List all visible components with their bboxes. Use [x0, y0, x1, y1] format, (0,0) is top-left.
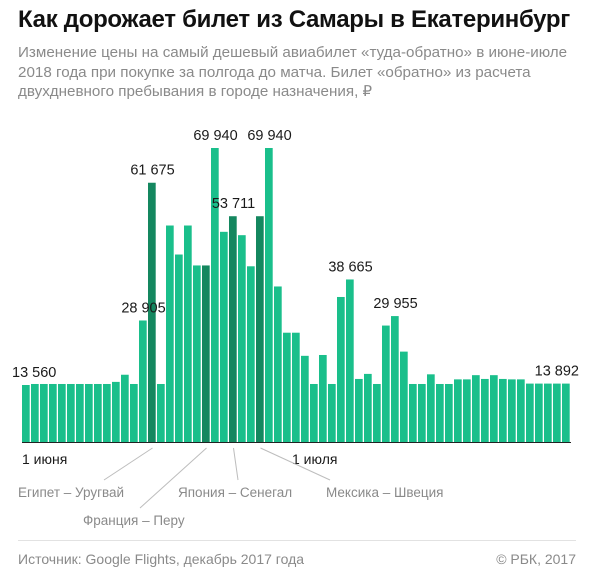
bar-28-июня [265, 148, 273, 442]
footer-divider [18, 540, 576, 541]
bar-17-июля [436, 383, 444, 442]
bar-14-июня [139, 320, 147, 442]
data-label-28-июня: 69 940 [247, 128, 291, 144]
bar-8-июля [355, 378, 363, 442]
bar-26-июля [517, 379, 525, 442]
bar-22-июля [481, 378, 489, 442]
tick-labels-group: 1 июня 1 июля [22, 451, 337, 467]
bar-22-июня [211, 148, 219, 442]
bar-5-июня [58, 383, 66, 442]
bar-17-июня [166, 225, 174, 442]
bar-4-июня [49, 383, 57, 442]
chart-title: Как дорожает билет из Самары в Екатеринб… [18, 6, 570, 33]
bar-6-июня [67, 383, 75, 442]
bar-24-июля [499, 378, 507, 442]
bar-15-июня [148, 182, 156, 443]
bar-12-июля [391, 316, 399, 442]
bar-15-июля [418, 383, 426, 442]
bar-10-июня [103, 383, 111, 442]
data-label-12-июля: 29 955 [373, 296, 417, 312]
data-label-22-июня: 69 940 [193, 128, 237, 144]
data-label-15-июня: 61 675 [130, 163, 174, 179]
bar-30-июля [553, 383, 561, 442]
bar-13-июля [400, 351, 408, 442]
bar-11-июня [112, 381, 120, 442]
match-leader-line [139, 447, 207, 509]
bar-8-июня [85, 383, 93, 442]
bar-2-июня [31, 383, 39, 442]
bar-20-июля [463, 379, 471, 442]
bar-6-июля [337, 296, 345, 442]
bar-18-июля [445, 383, 453, 442]
bar-21-июля [472, 375, 480, 442]
bar-4-июля [319, 354, 327, 442]
price-bar-chart: 13 560 28 905 61 675 69 940 53 711 69 940 38 6… [12, 128, 579, 528]
bars-group [22, 148, 571, 443]
data-label-1-июня: 13 560 [12, 365, 56, 381]
bar-19-июня [184, 225, 192, 442]
data-label-14-июня: 28 905 [121, 300, 165, 316]
bar-23-июня [220, 231, 228, 442]
tick-label-1-июля: 1 июля [292, 451, 337, 467]
bar-11-июля [382, 325, 390, 442]
bar-10-июля [373, 383, 381, 442]
bar-25-июля [508, 379, 516, 442]
bar-5-июля [328, 383, 336, 442]
bar-29-июля [544, 383, 552, 442]
match-label-1: Египет – Уругвай [18, 485, 124, 500]
bar-9-июля [364, 373, 372, 442]
bar-26-июня [247, 266, 255, 442]
bar-7-июня [76, 383, 84, 442]
bar-19-июля [454, 379, 462, 442]
data-label-31-июля: 13 892 [535, 364, 579, 380]
bar-21-июня [202, 265, 210, 442]
match-annotations-group: Египет – Уругвай Франция – Перу Япония – С… [18, 447, 443, 528]
match-label-3: Япония – Сенегал [178, 485, 292, 500]
bar-9-июня [94, 383, 102, 442]
bar-3-июня [40, 383, 48, 442]
bar-14-июля [409, 383, 417, 442]
bar-7-июля [346, 279, 354, 442]
copyright: © РБК, 2017 [496, 551, 576, 567]
match-label-2: Франция – Перу [83, 513, 185, 528]
bar-2-июля [301, 355, 309, 442]
bar-27-июля [526, 383, 534, 442]
bar-24-июня [229, 216, 237, 442]
bar-12-июня [121, 374, 129, 442]
bar-23-июля [490, 375, 498, 442]
match-leader-line [260, 447, 331, 481]
bar-25-июня [238, 235, 246, 442]
data-labels-group: 13 560 28 905 61 675 69 940 53 711 69 940 38 6… [12, 128, 579, 381]
bar-3-июля [310, 383, 318, 442]
tick-label-1-июня: 1 июня [22, 451, 67, 467]
bar-16-июля [427, 374, 435, 442]
bar-16-июня [157, 383, 165, 442]
data-label-24-июня: 53 711 [212, 196, 255, 212]
bar-30-июня [283, 332, 291, 442]
bar-29-июня [274, 286, 282, 442]
match-label-4: Мексика – Швеция [326, 485, 443, 500]
match-leader-line [103, 447, 153, 481]
bar-31-июля [562, 383, 570, 442]
bar-28-июля [535, 383, 543, 442]
match-leader-line [233, 447, 239, 481]
chart-subtitle: Изменение цены на самый дешевый авиабиле… [18, 44, 568, 100]
bar-18-июня [175, 254, 183, 442]
bar-27-июня [256, 216, 264, 442]
bar-20-июня [193, 265, 201, 442]
bar-13-июня [130, 383, 138, 442]
bar-1-июня [22, 385, 30, 442]
source-note: Источник: Google Flights, декабрь 2017 г… [18, 551, 305, 567]
bar-1-июля [292, 332, 300, 442]
data-label-7-июля: 38 665 [328, 259, 372, 275]
